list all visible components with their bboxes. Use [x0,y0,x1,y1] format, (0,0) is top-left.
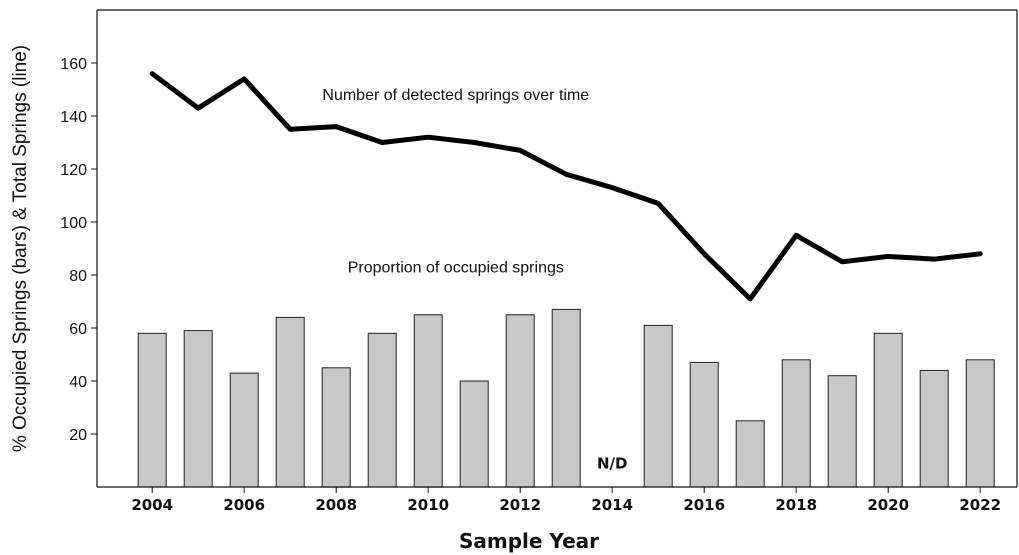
x-tick-label: 2012 [499,496,541,514]
line-point-2009 [381,142,383,143]
bar-2008 [321,367,351,488]
line-point-2020 [887,255,889,257]
y-tick-label: 120 [60,162,87,179]
bar-2009 [367,332,397,488]
x-tick-label: 2022 [959,496,1001,514]
bar-2004 [137,332,167,488]
y-tick-label: 80 [69,268,87,285]
x-tick-label: 2004 [131,496,173,514]
annotations: Number of detected springs over time Prop… [322,87,627,472]
y-ticks: 20 40 60 80 100 120 140 160 [60,56,97,444]
line-point-2015 [657,202,659,204]
axes [96,9,1018,488]
bar-2019 [827,375,857,488]
y-axis-title: % Occupied Springs (bars) & Total Spring… [10,45,31,452]
y-tick-label: 60 [69,321,87,338]
line-point-2017 [749,298,751,300]
bar-2016 [689,361,719,488]
line-point-2022 [979,253,981,255]
line-series [149,71,983,302]
y-tick-label: 100 [60,215,87,232]
bar-2018 [781,359,811,488]
y-tick-label: 40 [69,374,87,391]
bar-2007 [275,316,305,488]
line-point-2013 [565,173,567,175]
springs-total-line [149,71,983,302]
line-point-2016 [703,253,705,255]
line-point-2018 [795,234,797,236]
x-tick-label: 2008 [315,496,357,514]
line-point-2004 [151,73,153,75]
x-tick-label: 2018 [775,496,817,514]
line-point-2010 [427,136,429,138]
bar-series [137,308,995,488]
x-tick-label: 2016 [683,496,725,514]
x-ticks: 2004 2006 2008 2010 2012 2014 2016 2018 2020 2022 [131,487,1001,514]
y-tick-label: 140 [60,109,87,126]
bar-2020 [873,332,903,488]
x-tick-label: 2014 [591,496,633,514]
annotation-0: Number of detected springs over time [322,87,589,104]
line-point-2011 [473,142,475,143]
bar-2011 [459,380,489,488]
line-point-2008 [335,126,337,128]
bar-2005 [183,330,213,488]
bar-2017 [735,420,765,488]
x-tick-label: 2020 [867,496,909,514]
bar-2022 [965,359,995,488]
line-point-2021 [933,258,935,260]
y-tick-label: 160 [60,56,87,73]
x-tick-label: 2010 [407,496,449,514]
line-point-2012 [519,149,521,151]
bar-2013 [551,308,581,488]
x-tick-label: 2006 [223,496,265,514]
bar-2006 [229,372,259,488]
line-point-2007 [289,128,291,130]
y-tick-label: 20 [69,427,87,444]
x-axis-title: Sample Year [459,529,599,553]
bar-2021 [919,369,949,488]
no-data-label: N/D [597,454,627,472]
annotation-1: Proportion of occupied springs [348,259,564,276]
line-point-2019 [841,261,843,263]
bar-2012 [505,314,535,488]
bar-2010 [413,314,443,488]
line-point-2014 [611,187,613,189]
line-point-2006 [243,78,245,80]
line-point-2005 [197,107,199,109]
bar-2015 [643,324,673,488]
